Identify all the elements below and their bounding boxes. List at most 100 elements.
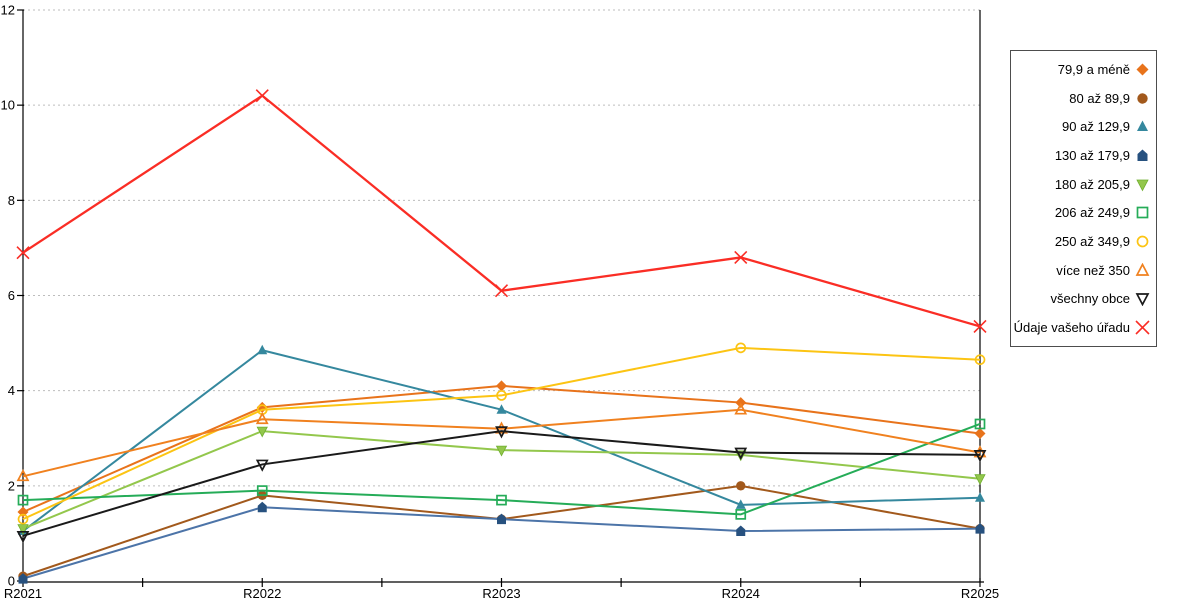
triangle-up-outline-icon: [255, 411, 269, 425]
legend-label: 180 až 205,9: [1054, 176, 1130, 192]
triangle-down-icon: [17, 524, 29, 536]
triangle-up-icon: [257, 344, 268, 355]
x-tick-label-r2021: R2021: [4, 586, 42, 600]
legend-label: všechny obce: [1050, 291, 1131, 307]
circle-icon: [736, 481, 746, 491]
triangle-up-outline-icon: [16, 468, 30, 482]
circle-icon: [1137, 92, 1148, 104]
triangle-up-icon: [735, 499, 746, 509]
triangle-down-outline-icon: [255, 459, 269, 472]
x-icon: [16, 246, 30, 260]
pentagon-icon: [1137, 149, 1148, 161]
diamond-icon: [974, 427, 986, 439]
square-outline-icon: [17, 494, 29, 506]
triangle-down-outline-icon: [1135, 293, 1150, 307]
triangle-up-outline-icon: [495, 421, 508, 434]
series-180-az-205-9: [17, 426, 986, 536]
x-tick-label-r2025: R2025: [961, 586, 999, 600]
pentagon-icon: [975, 523, 985, 534]
square-outline-icon: [974, 418, 986, 430]
legend-label: více než 350: [1056, 262, 1130, 278]
triangle-up-outline-icon: [734, 402, 748, 415]
triangle-down-icon: [974, 474, 986, 486]
legend-item-vice-nez-350: více než 350: [1015, 262, 1150, 278]
diamond-icon: [1136, 63, 1149, 76]
triangle-down-icon: [1136, 179, 1149, 191]
x-tick-label-r2023: R2023: [482, 586, 520, 600]
x-tick-label-r2022: R2022: [243, 586, 281, 600]
legend-item-250-az-349-9: 250 až 349,9: [1015, 234, 1150, 249]
triangle-up-outline-icon: [973, 445, 987, 458]
pentagon-icon: [18, 573, 28, 584]
series-line-250-az-349-9: [22, 346, 981, 521]
series-udaje-vaseho-uradu: [16, 89, 987, 333]
legend-label: 79,9 a méně: [1057, 61, 1130, 77]
circle-outline-icon: [974, 354, 986, 366]
series-vsechny-obce: [16, 426, 987, 544]
x-icon: [494, 284, 509, 298]
x-tick-label-r2024: R2024: [722, 586, 760, 600]
triangle-down-icon: [495, 445, 508, 457]
triangle-up-icon: [496, 404, 507, 414]
circle-outline-icon: [17, 513, 29, 525]
x-icon: [973, 319, 987, 333]
series-250-az-349-9: [17, 342, 986, 525]
pentagon-icon: [1137, 149, 1148, 161]
triangle-down-icon: [256, 426, 268, 438]
circle-outline-icon: [735, 342, 747, 354]
triangle-down-outline-icon: [973, 450, 987, 463]
chart-legend: 79,9 a méně 80 až 89,9 90 až 129,9 130 až 1…: [1010, 50, 1157, 347]
y-tick-label-0: 0: [8, 574, 15, 589]
series-line-vsechny-obce: [22, 430, 981, 537]
legend-label: 250 až 349,9: [1054, 233, 1130, 249]
x-icon: [255, 89, 269, 103]
legend-label: 80 až 89,9: [1069, 90, 1130, 106]
legend-item-udaje-vaseho-uradu: Údaje vašeho úřadu: [1014, 320, 1150, 335]
series-vice-nez-350: [16, 402, 987, 482]
legend-item-80-az-89-9: 80 až 89,9: [1015, 91, 1150, 106]
legend-label: 130 až 179,9: [1054, 147, 1130, 163]
x-icon: [1135, 320, 1150, 335]
x-icon: [734, 250, 748, 264]
y-tick-label-8: 8: [8, 193, 15, 208]
series-line-vice-nez-350: [22, 408, 981, 478]
triangle-down-outline-icon: [495, 426, 508, 439]
triangle-down-icon: [1136, 179, 1149, 191]
series-line-206-az-249-9: [22, 423, 981, 516]
axes: 0 2 4 6 8 10 12 R2021 R2022 R2023 R2024 R2025: [1, 3, 1000, 600]
legend-item-130-az-179-9: 130 až 179,9: [1015, 148, 1150, 163]
diamond-icon: [1136, 63, 1149, 76]
y-tick-label-12: 12: [1, 3, 15, 18]
series-group: [16, 89, 987, 584]
pentagon-icon: [497, 513, 506, 525]
triangle-down-outline-icon: [1135, 293, 1150, 307]
pentagon-icon: [736, 525, 746, 537]
series-130-az-179-9: [18, 501, 985, 584]
legend-item-180-az-205-9: 180 až 205,9: [1015, 177, 1150, 192]
triangle-up-icon: [1137, 120, 1148, 132]
triangle-up-icon: [1137, 120, 1148, 132]
y-tick-label-6: 6: [8, 288, 15, 303]
series-90-az-129-9: [18, 344, 985, 536]
pentagon-icon: [257, 501, 267, 513]
x-icon: [1135, 320, 1150, 335]
circle-outline-icon: [1136, 235, 1149, 248]
legend-item-90-az-129-9: 90 až 129,9: [1015, 119, 1150, 134]
triangle-up-outline-icon: [1135, 262, 1150, 276]
legend-item-79-9-a-mene: 79,9 a méně: [1015, 62, 1150, 77]
y-tick-label-4: 4: [8, 383, 15, 398]
y-tick-label-10: 10: [1, 98, 15, 113]
legend-item-206-az-249-9: 206 až 249,9: [1015, 205, 1150, 220]
legend-item-vsechny-obce: všechny obce: [1015, 291, 1150, 307]
circle-outline-icon: [1136, 235, 1149, 248]
y-tick-label-2: 2: [8, 478, 15, 493]
square-outline-icon: [735, 509, 747, 520]
square-outline-icon: [1136, 206, 1149, 219]
legend-label: 206 až 249,9: [1054, 205, 1130, 221]
triangle-down-outline-icon: [734, 447, 748, 460]
circle-icon: [1137, 92, 1148, 104]
triangle-up-outline-icon: [1135, 262, 1150, 276]
circle-outline-icon: [496, 390, 507, 401]
